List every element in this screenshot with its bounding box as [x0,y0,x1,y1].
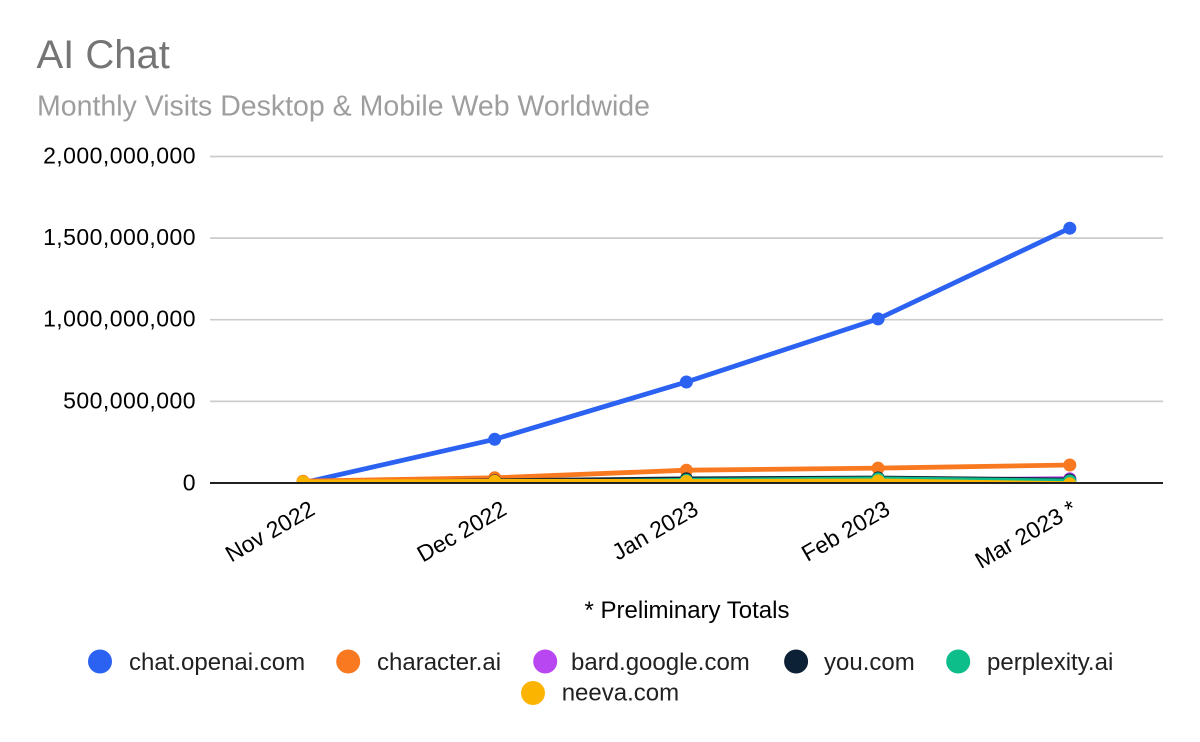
svg-text:0: 0 [183,470,196,496]
svg-text:1,500,000,000: 1,500,000,000 [43,224,196,250]
svg-text:500,000,000: 500,000,000 [63,387,196,413]
svg-text:chat.openai.com: chat.openai.com [129,649,305,676]
svg-text:2,000,000,000: 2,000,000,000 [43,143,196,169]
svg-text:Monthly Visits Desktop & Mobil: Monthly Visits Desktop & Mobile Web Worl… [37,90,650,122]
svg-text:you.com: you.com [824,649,915,676]
svg-text:perplexity.ai: perplexity.ai [987,649,1113,676]
svg-text:* Preliminary Totals: * Preliminary Totals [585,597,790,624]
svg-text:AI Chat: AI Chat [37,33,170,77]
svg-text:bard.google.com: bard.google.com [571,649,750,676]
svg-text:neeva.com: neeva.com [562,679,679,706]
svg-text:character.ai: character.ai [377,649,501,676]
svg-text:1,000,000,000: 1,000,000,000 [43,306,196,332]
